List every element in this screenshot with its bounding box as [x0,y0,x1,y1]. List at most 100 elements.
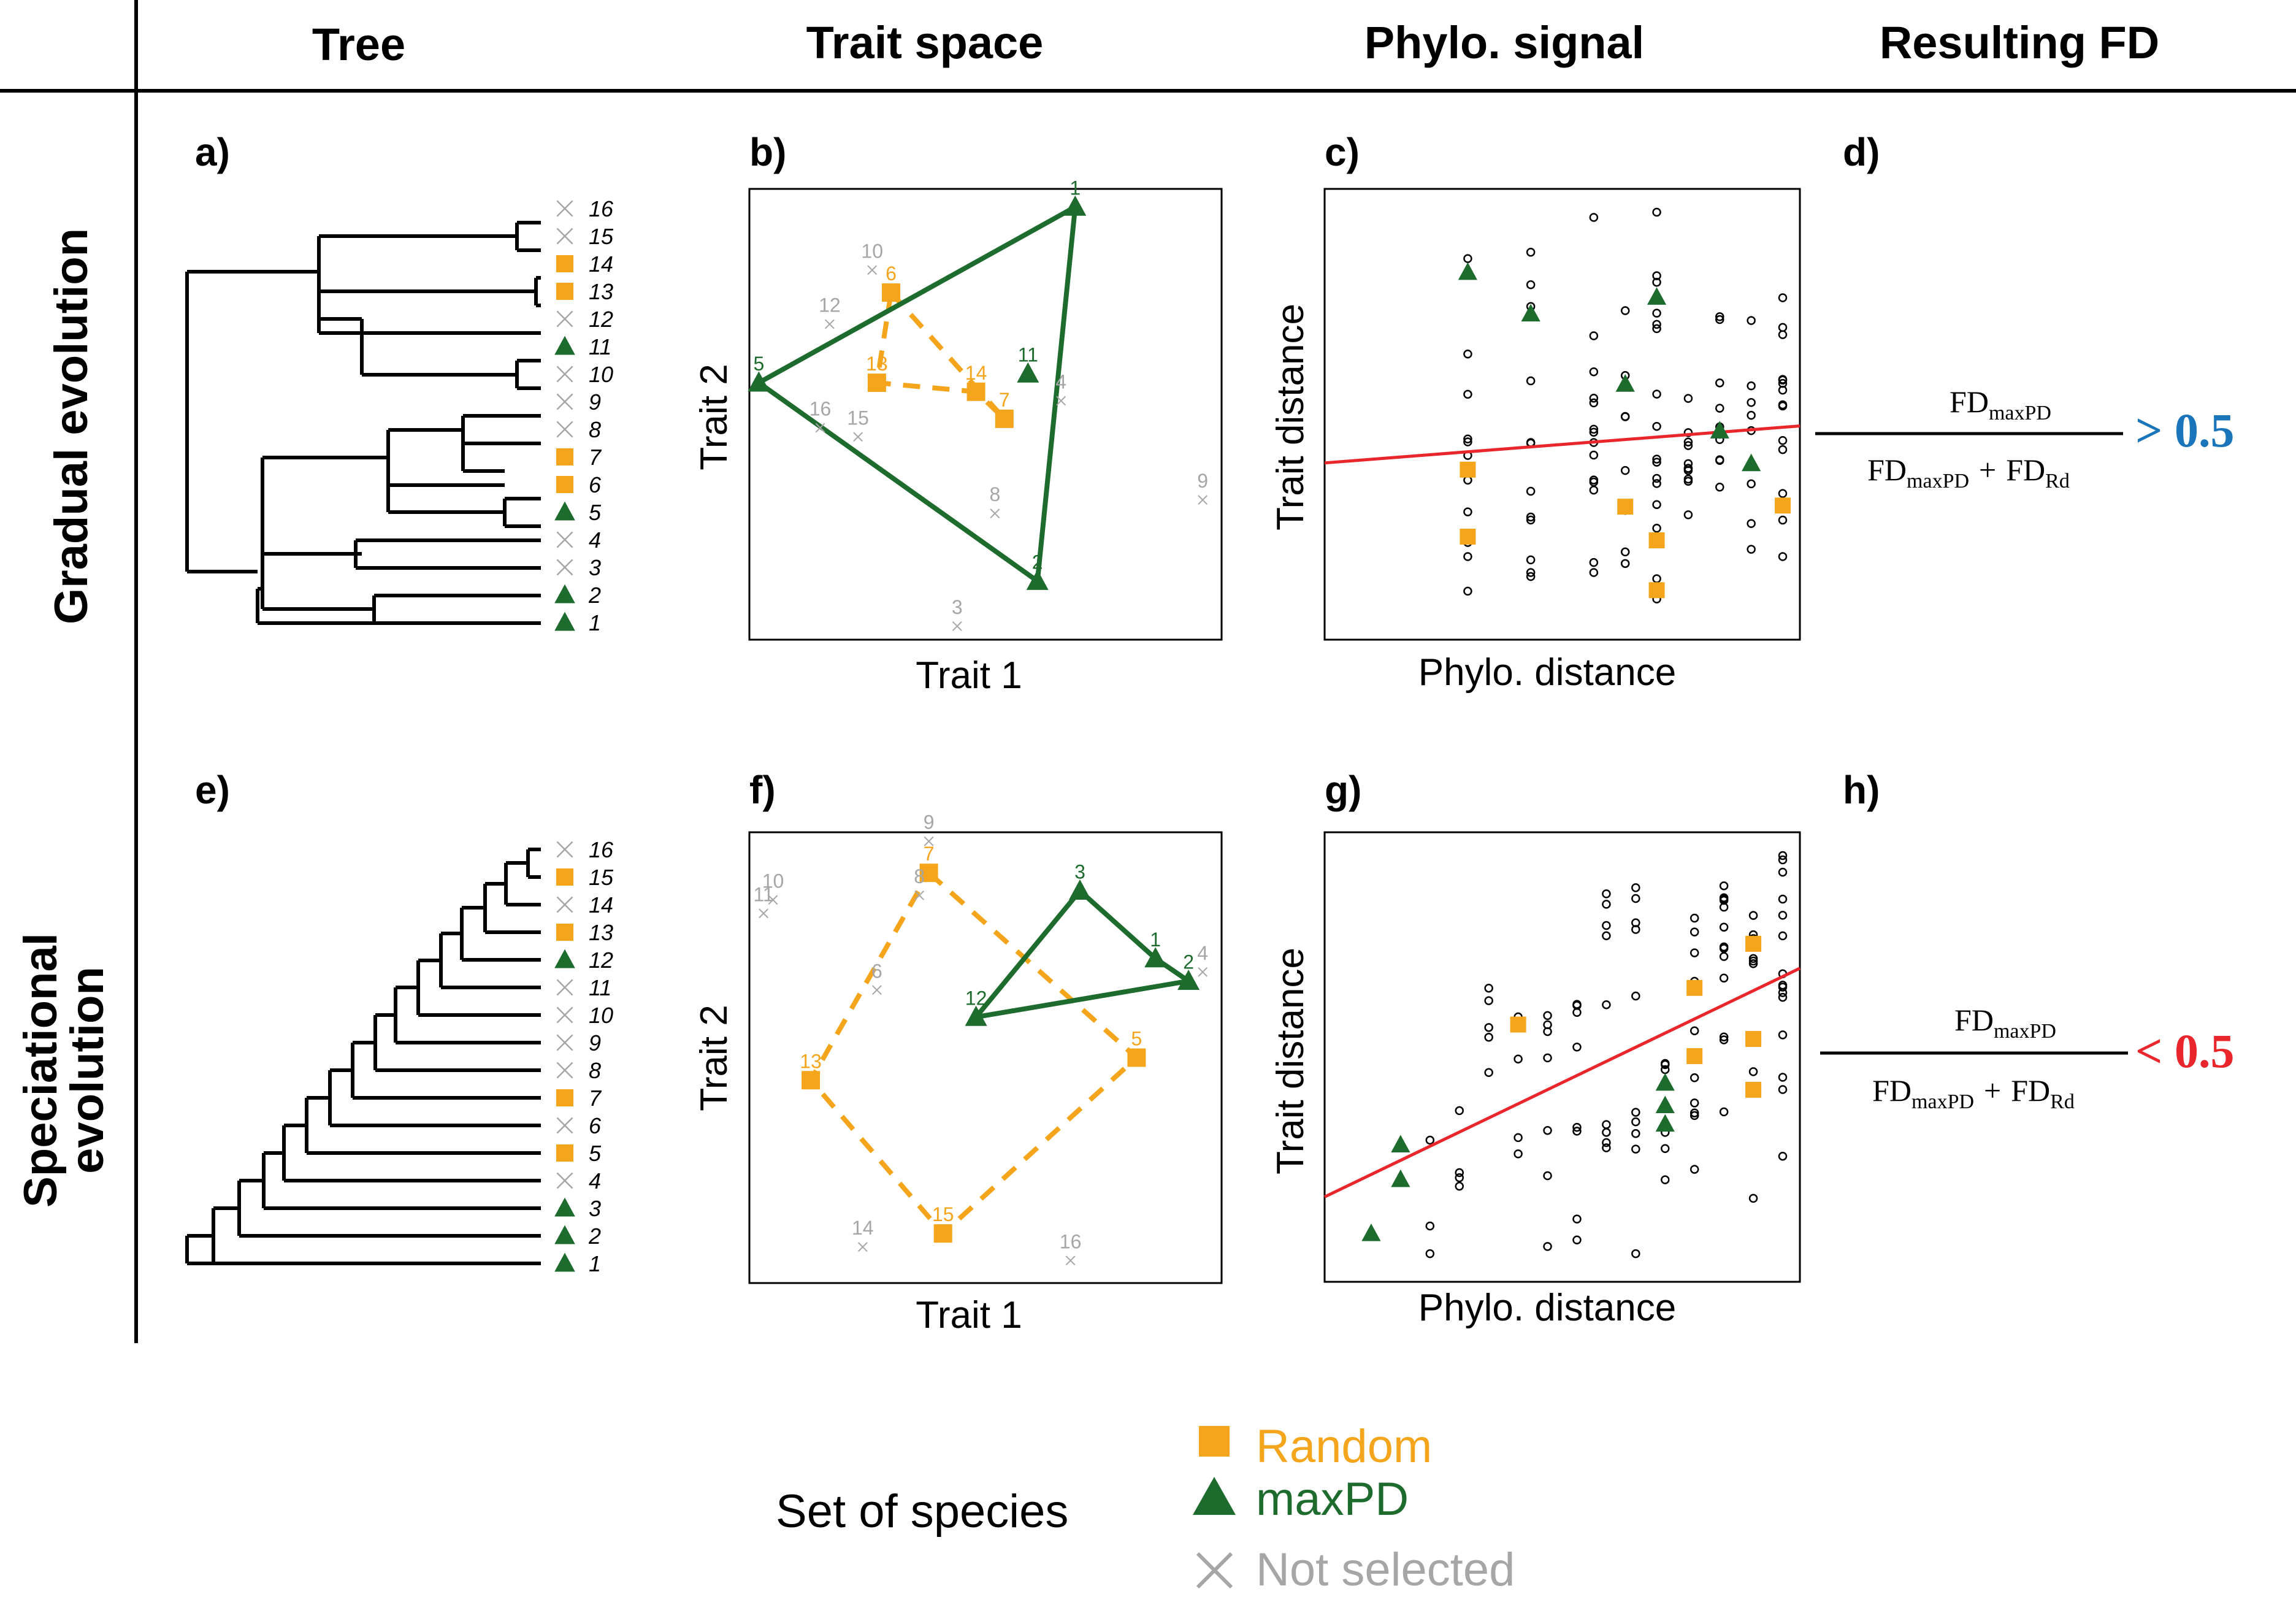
pair-point [1602,931,1611,941]
pair-point [1652,574,1661,583]
pair-point [1778,867,1788,877]
pair-point [1683,437,1693,447]
trait-point-label-8: 8 [914,865,925,887]
panel-label-f: f) [749,768,776,812]
trait-point-12 [824,319,835,329]
trait-point-13 [867,374,886,393]
trait-point-15 [933,1224,952,1243]
pair-point [1778,378,1788,388]
pair-point [1778,1085,1788,1094]
tip-label-13: 13 [589,920,613,945]
trait-point-9 [1198,495,1208,505]
pair-point [1778,436,1788,445]
pair-point [1589,424,1599,434]
pair-point [1484,1068,1493,1078]
pair-point [1572,1000,1582,1009]
pair-point [1652,308,1661,318]
trait-point-5 [748,371,770,392]
pair-point [1748,954,1758,964]
tip-label-15: 15 [589,224,614,249]
pair-point [1526,555,1536,565]
panel-label-e: e) [195,768,230,812]
pair-point-maxpd [1521,304,1540,322]
tip-marker-6 [556,1117,573,1134]
result-greater-than: > 0.5 [2135,404,2234,457]
header-tree: Tree [312,19,405,70]
pair-point [1455,1173,1464,1182]
pair-point [1689,913,1699,923]
header-phylo-signal: Phylo. signal [1364,17,1644,68]
pair-point [1652,479,1661,488]
pair-point [1719,881,1729,891]
trait-point-7 [919,864,938,883]
pair-point [1602,1000,1611,1010]
trait-point-5 [1127,1048,1146,1067]
trait-point-1 [1144,947,1167,968]
tip-label-1: 1 [589,1251,601,1276]
pair-point [1526,486,1536,496]
tip-label-2: 2 [588,1224,601,1249]
pair-point [1526,512,1536,522]
pair-point [1589,568,1599,577]
pair-point [1661,1144,1670,1153]
regression-line [1323,967,1801,1198]
pair-point [1620,412,1630,421]
signal-c-ylabel: Trait distance [1269,304,1312,531]
pair-point [1778,552,1788,561]
tip-label-11: 11 [589,334,611,359]
pair-point [1778,851,1788,860]
trait-point-3 [952,621,962,631]
pair-point [1778,1073,1788,1082]
pair-point [1748,956,1758,966]
fd-ratio-gradual: FDmaxPD FDmaxPD + FDRd > 0.5 [1815,385,2234,492]
pair-point [1589,398,1599,408]
pair-point [1689,1108,1699,1117]
tip-marker-1 [554,611,575,631]
pair-point [1543,1053,1552,1063]
pair-point [1631,1249,1640,1259]
phylo-signal-c-frame [1323,188,1801,641]
pair-point [1719,1107,1729,1117]
pair-point [1425,1135,1435,1145]
tip-label-8: 8 [589,417,601,442]
pair-point [1778,375,1788,385]
fd-denominator-d: FDmaxPD + FDRd [1867,453,2070,492]
panel-label-b: b) [749,130,786,174]
pair-point-maxpd [1391,1135,1410,1153]
pair-point [1747,479,1756,489]
tip-label-9: 9 [589,1030,601,1056]
pair-point [1463,434,1472,444]
pair-point [1543,1242,1552,1251]
pair-point [1747,381,1756,391]
pair-point [1513,1133,1523,1143]
pair-point [1683,441,1693,450]
pair-point [1778,401,1788,411]
trait-point-label-10: 10 [861,240,883,262]
trait-point-4 [1056,396,1066,406]
pair-point-maxpd [1742,453,1761,472]
pair-point [1526,515,1536,525]
trait-point-label-15: 15 [932,1203,954,1225]
pair-point [1631,894,1640,903]
tip-label-12: 12 [589,307,613,332]
pair-point-random [1745,935,1762,952]
tip-marker-2 [554,584,575,603]
tip-marker-13 [556,924,573,941]
trait-f-xlabel: Trait 1 [916,1294,1022,1336]
pair-point [1463,254,1472,263]
trait-point-label-6: 6 [871,960,882,982]
pair-point [1719,942,1729,952]
pair-point [1778,323,1788,332]
pair-point-random [1648,582,1665,599]
random-hull [874,290,1007,421]
pair-point [1513,1149,1523,1159]
pair-point [1589,367,1599,377]
pair-point [1778,1030,1788,1040]
legend-title: Set of species [776,1485,1068,1538]
pair-point [1572,1042,1582,1052]
pair-point [1602,1143,1611,1152]
pair-point [1589,394,1599,403]
trait-point-10 [768,895,778,905]
trait-point-14 [857,1242,868,1252]
pair-point [1526,280,1536,289]
